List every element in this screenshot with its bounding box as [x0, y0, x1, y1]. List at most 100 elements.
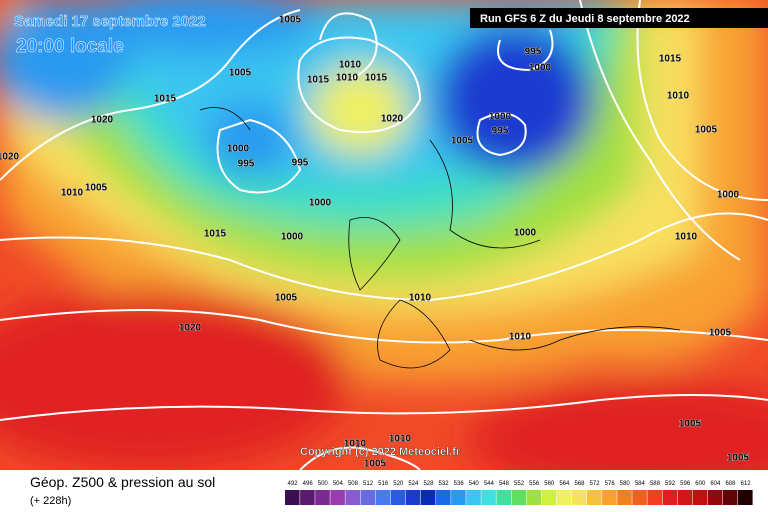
- legend-swatch: [390, 490, 406, 505]
- legend-swatch: [330, 490, 345, 505]
- isobar-label: 1005: [727, 453, 750, 464]
- legend-swatch: [738, 490, 753, 505]
- isobar-label: 1000: [717, 190, 740, 201]
- legend-swatch: [360, 490, 376, 505]
- isobar-label: 995: [492, 126, 509, 137]
- legend-tick-label: 580: [620, 481, 631, 487]
- isobar-label: 1000: [227, 144, 250, 155]
- legend-tick-label: 500: [318, 481, 329, 487]
- legend-swatch: [632, 490, 647, 505]
- legend-swatch: [526, 490, 542, 505]
- map-title: Géop. Z500 & pression au sol: [30, 474, 215, 490]
- isobar-label: 1010: [509, 332, 532, 343]
- legend-tick-label: 548: [499, 481, 510, 487]
- isobar-label: 1005: [679, 419, 702, 430]
- isobar-label: 1015: [659, 54, 682, 65]
- legend-swatch: [587, 490, 602, 505]
- legend-tick-label: 496: [303, 481, 314, 487]
- legend-tick-label: 492: [288, 481, 299, 487]
- legend-swatch: [405, 490, 421, 505]
- legend-tick-label: 524: [408, 481, 419, 487]
- isobar-label: 995: [238, 159, 255, 170]
- isobar-label: 1005: [451, 136, 474, 147]
- legend-swatch: [722, 490, 738, 505]
- legend-swatch: [556, 490, 572, 505]
- legend-swatch: [466, 490, 481, 505]
- run-banner: [470, 8, 768, 28]
- isobar-label: 1015: [365, 73, 388, 84]
- isobar-label: 1020: [91, 115, 114, 126]
- legend-swatch: [315, 490, 330, 505]
- isobar-label: 1005: [85, 183, 108, 194]
- legend-swatch: [692, 490, 708, 505]
- map: [0, 0, 768, 470]
- isobar-label: 1000: [489, 112, 512, 123]
- legend-tick-label: 564: [559, 481, 570, 487]
- isobars: [0, 0, 768, 470]
- legend-swatch: [436, 490, 451, 505]
- forecast-date: Samedi 17 septembre 2022: [14, 13, 206, 30]
- isobar-label: 1005: [364, 459, 387, 470]
- legend-swatch: [496, 490, 511, 505]
- legend-tick-label: 528: [423, 481, 434, 487]
- legend-swatch: [300, 490, 315, 505]
- legend-tick-label: 592: [665, 481, 676, 487]
- isobar-label: 1015: [204, 229, 227, 240]
- legend-tick-label: 516: [378, 481, 389, 487]
- isobar-label: 1010: [409, 293, 432, 304]
- legend-tick-label: 584: [635, 481, 646, 487]
- legend-swatch: [677, 490, 693, 505]
- forecast-time: 20:00 locale: [16, 36, 124, 57]
- legend-tick-label: 572: [590, 481, 601, 487]
- isobar-label: 1020: [381, 114, 404, 125]
- legend-tick-label: 588: [650, 481, 661, 487]
- legend-tick-label: 520: [393, 481, 404, 487]
- legend-tick-label: 556: [529, 481, 540, 487]
- legend-tick-label: 604: [710, 481, 721, 487]
- isobar-label: 1000: [281, 232, 304, 243]
- isobar-label: 1010: [675, 232, 698, 243]
- isobar-label: 1010: [61, 188, 84, 199]
- legend-swatch: [662, 490, 678, 505]
- color-legend: 492 496 500 504 508 512 516 520 524 528 532 536 540 5…: [285, 481, 753, 505]
- legend-swatch: [451, 490, 466, 505]
- legend-swatch: [647, 490, 662, 505]
- legend-swatch: [481, 490, 496, 505]
- legend-swatch: [375, 490, 391, 505]
- isobar-label: 1015: [154, 94, 177, 105]
- legend-tick-label: 536: [454, 481, 465, 487]
- legend-swatch: [541, 490, 557, 505]
- isobar-label: 1005: [279, 15, 302, 26]
- legend-tick-label: 512: [363, 481, 374, 487]
- isobar-label: 1000: [309, 198, 332, 209]
- legend-tick-label: 608: [725, 481, 736, 487]
- isobar-label: 1000: [514, 228, 537, 239]
- legend-swatch: [617, 490, 632, 505]
- legend-tick-label: 508: [348, 481, 359, 487]
- isobar-label: 1005: [695, 125, 718, 136]
- legend-tick-label: 612: [741, 481, 752, 487]
- legend-swatch: [511, 490, 527, 505]
- legend-swatch: [571, 490, 587, 505]
- legend-tick-label: 600: [695, 481, 706, 487]
- legend-swatch: [707, 490, 723, 505]
- legend-swatch: [285, 490, 300, 505]
- legend-tick-label: 552: [514, 481, 525, 487]
- isobar-label: 1010: [667, 91, 690, 102]
- legend-tick-label: 544: [484, 481, 495, 487]
- geopotential-field: [0, 0, 768, 470]
- run-info: Run GFS 6 Z du Jeudi 8 septembre 2022: [480, 13, 690, 25]
- legend-tick-label: 532: [439, 481, 450, 487]
- legend-tick-label: 504: [333, 481, 344, 487]
- isobar-label: 1010: [389, 434, 412, 445]
- isobar-label: 1020: [0, 152, 20, 163]
- legend-tick-label: 568: [574, 481, 585, 487]
- isobar-label: 1000: [529, 63, 552, 74]
- isobar-label: 1010: [339, 60, 362, 71]
- legend-swatch: [345, 490, 360, 505]
- copyright: Copyright (c) 2022 Meteociel.fr: [300, 446, 461, 458]
- legend-tick-label: 596: [680, 481, 691, 487]
- legend-tick-label: 540: [469, 481, 480, 487]
- isobar-label: 1020: [179, 323, 202, 334]
